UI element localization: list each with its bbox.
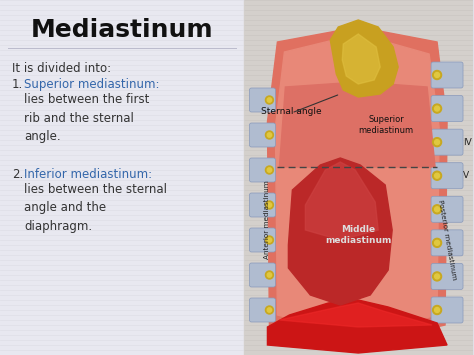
- Bar: [245, 0, 473, 355]
- Circle shape: [265, 236, 273, 244]
- Circle shape: [267, 308, 272, 312]
- FancyBboxPatch shape: [431, 297, 463, 323]
- FancyBboxPatch shape: [431, 163, 463, 189]
- Text: Anterior mediastinum: Anterior mediastinum: [264, 181, 271, 260]
- Polygon shape: [275, 34, 439, 335]
- Circle shape: [433, 104, 442, 113]
- Circle shape: [433, 205, 442, 214]
- FancyBboxPatch shape: [249, 123, 275, 147]
- FancyBboxPatch shape: [431, 230, 463, 256]
- FancyBboxPatch shape: [249, 158, 275, 182]
- Circle shape: [435, 173, 439, 178]
- Polygon shape: [342, 34, 380, 84]
- Circle shape: [265, 306, 273, 314]
- Circle shape: [267, 203, 272, 207]
- Circle shape: [267, 133, 272, 137]
- FancyBboxPatch shape: [431, 196, 463, 222]
- Circle shape: [267, 238, 272, 242]
- Text: 1.: 1.: [12, 78, 23, 91]
- Circle shape: [265, 131, 273, 139]
- Polygon shape: [267, 27, 447, 345]
- Circle shape: [435, 240, 439, 245]
- FancyBboxPatch shape: [249, 263, 275, 287]
- Text: It is divided into:: It is divided into:: [12, 62, 111, 75]
- Polygon shape: [279, 303, 432, 327]
- Circle shape: [435, 274, 439, 279]
- Circle shape: [435, 72, 439, 77]
- Polygon shape: [288, 158, 392, 305]
- Circle shape: [433, 138, 442, 147]
- Text: IV: IV: [463, 138, 472, 147]
- Circle shape: [267, 98, 272, 102]
- Text: V: V: [463, 171, 469, 180]
- Circle shape: [433, 272, 442, 281]
- Text: lies between the first
rib and the sternal
angle.: lies between the first rib and the stern…: [24, 93, 149, 143]
- Circle shape: [435, 106, 439, 111]
- Circle shape: [435, 307, 439, 312]
- Circle shape: [435, 207, 439, 212]
- Text: 2.: 2.: [12, 168, 23, 181]
- Text: Sternal angle: Sternal angle: [262, 107, 322, 116]
- Circle shape: [265, 201, 273, 209]
- Circle shape: [265, 271, 273, 279]
- Text: Superior
mediastinum: Superior mediastinum: [359, 115, 414, 135]
- Circle shape: [433, 71, 442, 80]
- FancyBboxPatch shape: [249, 88, 275, 112]
- Circle shape: [265, 166, 273, 174]
- FancyBboxPatch shape: [431, 263, 463, 289]
- Circle shape: [267, 168, 272, 172]
- Polygon shape: [305, 162, 378, 240]
- Text: Superior mediastinum:: Superior mediastinum:: [24, 78, 159, 91]
- Polygon shape: [330, 20, 398, 97]
- Polygon shape: [279, 82, 435, 167]
- Circle shape: [433, 171, 442, 180]
- FancyBboxPatch shape: [249, 193, 275, 217]
- Text: Mediastinum: Mediastinum: [31, 18, 214, 42]
- FancyBboxPatch shape: [431, 95, 463, 121]
- Text: Posterior mediastinum: Posterior mediastinum: [437, 200, 457, 281]
- Circle shape: [265, 96, 273, 104]
- FancyBboxPatch shape: [249, 228, 275, 252]
- Circle shape: [433, 238, 442, 247]
- Bar: [0, 0, 245, 355]
- FancyBboxPatch shape: [249, 298, 275, 322]
- Circle shape: [435, 140, 439, 144]
- Circle shape: [267, 273, 272, 277]
- Polygon shape: [267, 300, 447, 353]
- Text: Inferior mediastinum:: Inferior mediastinum:: [24, 168, 152, 181]
- FancyBboxPatch shape: [431, 62, 463, 88]
- Text: lies between the sternal
angle and the
diaphragm.: lies between the sternal angle and the d…: [24, 183, 167, 233]
- FancyBboxPatch shape: [431, 129, 463, 155]
- Circle shape: [433, 306, 442, 315]
- Text: Middle
mediastinum: Middle mediastinum: [325, 225, 392, 245]
